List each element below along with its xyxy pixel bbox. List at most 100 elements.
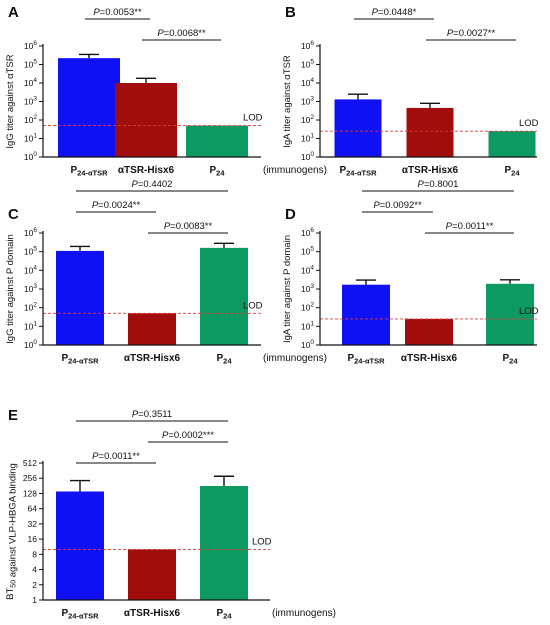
y-tick-label: 256	[23, 473, 37, 483]
panel-letter: D	[285, 206, 296, 223]
bar	[56, 491, 104, 600]
y-tick-label: 103	[301, 283, 314, 294]
p-value-label: P=0.4402	[132, 179, 173, 190]
y-tick-label: 16	[28, 534, 38, 544]
x-category-label: P24-αTSR	[339, 165, 377, 178]
p-value-label: P=0.8001	[418, 179, 459, 190]
y-tick-label: 103	[24, 96, 37, 107]
x-category-label: P24	[216, 608, 232, 621]
y-tick-label: 100	[24, 151, 37, 162]
p-value-label: P=0.0002***	[162, 430, 214, 441]
x-category-label: αTSR-Hisx6	[124, 608, 181, 619]
y-tick-label: 102	[24, 302, 37, 313]
panel-letter: B	[285, 4, 296, 21]
p-value-label: P=0.0011**	[446, 221, 494, 232]
y-tick-label: 100	[301, 339, 314, 350]
y-tick-label: 106	[24, 227, 37, 238]
y-tick-label: 1	[32, 595, 37, 605]
lod-label: LOD	[519, 118, 539, 129]
y-tick-label: 8	[32, 549, 37, 559]
bar	[115, 83, 177, 157]
x-category-label: αTSR-Hisx6	[118, 165, 175, 176]
x-category-label: P24	[216, 353, 232, 366]
y-tick-label: 100	[24, 339, 37, 350]
lod-label: LOD	[252, 536, 272, 547]
lod-label: LOD	[243, 113, 263, 124]
y-tick-label: 104	[24, 77, 37, 88]
y-tick-label: 105	[301, 59, 314, 70]
p-value-label: P=0.0448*	[372, 7, 417, 18]
chart-panel-c: C LOD 100 101 102 103 104 105 106 IgG titer again…	[5, 179, 327, 366]
bar	[200, 485, 248, 600]
y-tick-label: 103	[24, 283, 37, 294]
x-category-label: αTSR-Hisx6	[402, 165, 459, 176]
bar	[128, 549, 176, 600]
lod-label: LOD	[519, 306, 539, 317]
x-category-label: P24-αTSR	[70, 165, 108, 178]
x-axis-note: (immunogens)	[272, 608, 336, 619]
bar	[342, 284, 390, 345]
y-tick-label: 102	[301, 114, 314, 125]
y-tick-label: 4	[32, 565, 37, 575]
y-tick-label: 103	[301, 96, 314, 107]
p-value-label: P=0.0068**	[157, 28, 206, 39]
y-tick-label: 101	[24, 133, 37, 144]
y-tick-label: 100	[301, 151, 314, 162]
y-tick-label: 105	[24, 246, 37, 257]
bar	[186, 125, 248, 157]
x-category-label: αTSR-Hisx6	[124, 353, 181, 364]
p-value-label: P=0.0024**	[92, 200, 141, 211]
y-tick-label: 101	[24, 320, 37, 331]
x-category-label: P24	[209, 165, 225, 178]
bar	[128, 313, 176, 345]
bar	[486, 283, 534, 345]
bar	[488, 131, 536, 157]
chart-panel-d: D LOD 100 101 102 103 104 105 106 IgA titer again…	[282, 179, 539, 366]
y-tick-label: 2	[32, 580, 37, 590]
panel-letter: A	[8, 4, 19, 21]
y-tick-label: 105	[24, 59, 37, 70]
panel-letter: E	[8, 407, 18, 424]
p-value-label: P=0.0083**	[164, 221, 213, 232]
y-tick-label: 104	[301, 264, 314, 275]
chart-panel-a: A LOD 100 101 102 103 104 105 106 IgG titer again…	[5, 4, 327, 178]
y-axis-title: IgG titer against P domain	[5, 234, 16, 344]
y-tick-label: 106	[301, 227, 314, 238]
y-tick-label: 128	[23, 488, 37, 498]
chart-panel-e: E LOD 1 2 4 8 16 32 64 128 256 512 BT50 against VLP-…	[5, 407, 336, 621]
bar	[200, 247, 248, 345]
y-tick-label: 104	[301, 77, 314, 88]
y-tick-label: 512	[23, 458, 37, 468]
x-category-label: P24-αTSR	[61, 353, 99, 366]
p-value-label: P=0.3511	[132, 409, 172, 420]
bar	[58, 58, 120, 158]
y-tick-label: 104	[24, 264, 37, 275]
y-tick-label: 32	[28, 519, 38, 529]
y-axis-title: IgA titer against αTSR	[282, 55, 293, 148]
chart-panel-b: B LOD 100 101 102 103 104 105 106 IgA titer again…	[282, 4, 539, 178]
bar	[334, 99, 382, 157]
x-category-label: P24-αTSR	[61, 608, 99, 621]
x-category-label: αTSR-Hisx6	[401, 353, 458, 364]
y-tick-label: 102	[24, 114, 37, 125]
p-value-label: P=0.0027**	[447, 28, 496, 39]
lod-label: LOD	[243, 300, 263, 311]
y-axis-title: BT50 against VLP-HBGA binding	[5, 463, 19, 600]
y-tick-label: 64	[28, 504, 38, 514]
x-category-label: P24	[504, 165, 520, 178]
bar	[56, 250, 104, 345]
y-tick-label: 106	[301, 40, 314, 51]
x-axis-note: (immunogens)	[263, 353, 327, 364]
y-tick-label: 101	[301, 133, 314, 144]
y-tick-label: 101	[301, 320, 314, 331]
panel-letter: C	[8, 206, 19, 223]
x-category-label: P24	[502, 353, 518, 366]
bar	[405, 318, 453, 345]
x-axis-note: (immunogens)	[263, 165, 327, 176]
x-category-label: P24-αTSR	[347, 353, 385, 366]
y-tick-label: 105	[301, 246, 314, 257]
p-value-label: P=0.0011**	[92, 451, 140, 462]
p-value-label: P=0.0092**	[373, 200, 422, 211]
y-axis-title: IgG titer against αTSR	[5, 54, 16, 148]
y-tick-label: 106	[24, 40, 37, 51]
